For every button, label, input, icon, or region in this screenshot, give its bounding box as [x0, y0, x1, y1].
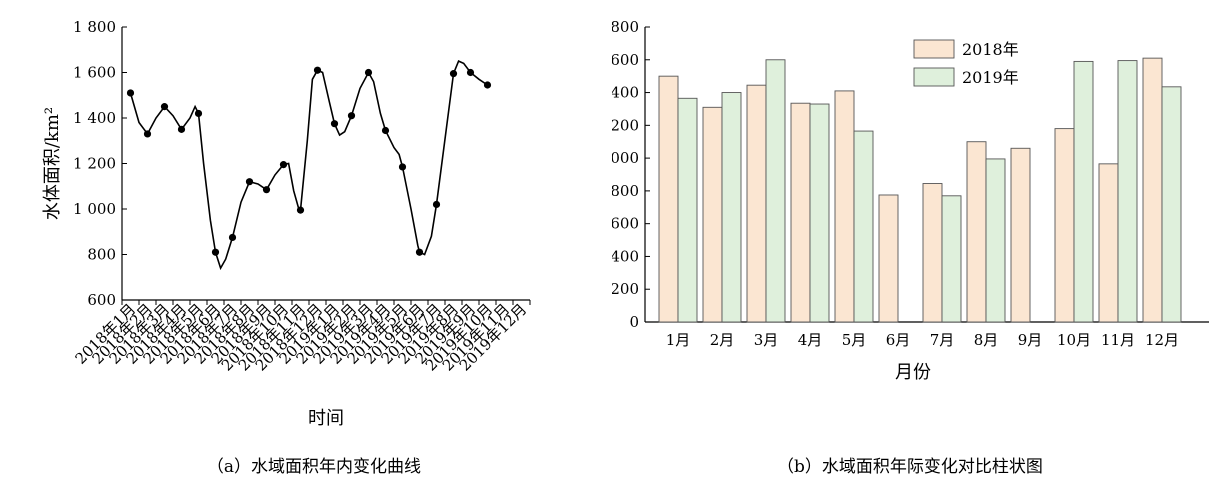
bar-2018	[966, 141, 987, 323]
y-tick-label: 1 400	[73, 109, 116, 127]
data-point	[313, 66, 322, 74]
x-tick-label: 6月	[886, 331, 911, 349]
y-tick-label: 1 600	[612, 51, 639, 69]
panel-caption: （b）水域面积年际变化对比柱状图	[777, 457, 1043, 477]
data-point	[330, 120, 339, 128]
bar-2018	[922, 183, 943, 323]
bar-2018	[1010, 147, 1031, 323]
y-tick-label: 1 800	[612, 18, 639, 36]
x-tick-label: 4月	[798, 331, 823, 349]
data-point	[483, 81, 492, 89]
bar-2019	[1073, 60, 1094, 323]
legend-swatch	[913, 67, 955, 87]
x-tick-label: 2月	[710, 331, 735, 349]
data-point	[211, 248, 220, 256]
y-tick-label: 600	[87, 291, 116, 309]
data-point	[415, 248, 424, 256]
x-axis-label: 时间	[308, 408, 344, 429]
bar-2019	[853, 130, 874, 323]
legend-label: 2018年	[962, 40, 1019, 59]
data-point	[449, 70, 458, 78]
bar-2018	[702, 106, 723, 323]
data-point	[126, 89, 135, 97]
x-tick-label: 3月	[754, 331, 779, 349]
data-point	[245, 178, 254, 186]
data-point	[432, 200, 441, 209]
data-point	[381, 126, 390, 135]
bar-2018	[1054, 128, 1075, 323]
bar-2019	[1117, 60, 1138, 323]
data-point	[347, 112, 356, 120]
bar-2018	[790, 102, 811, 323]
bar-2019	[985, 158, 1006, 323]
y-tick-label: 1 400	[612, 84, 639, 102]
x-tick-label: 9月	[1018, 331, 1043, 349]
x-axis-label: 月份	[895, 362, 931, 383]
bar-2019	[721, 92, 742, 323]
data-point	[177, 125, 186, 133]
y-tick-label: 1 800	[73, 18, 116, 36]
data-point	[279, 161, 288, 169]
y-tick-label: 1 200	[73, 155, 116, 173]
y-tick-label: 800	[612, 182, 639, 200]
bar-2019	[765, 59, 786, 323]
y-tick-label: 1 600	[73, 64, 116, 82]
bar-2019	[1161, 86, 1182, 323]
data-point	[364, 68, 373, 77]
legend-label: 2019年	[962, 68, 1019, 87]
data-point	[466, 68, 475, 77]
y-tick-label: 1 000	[612, 149, 639, 167]
series-line	[129, 60, 488, 271]
bar-2018	[878, 194, 899, 323]
y-tick-label: 0	[629, 313, 639, 331]
y-tick-label: 1 200	[612, 116, 639, 134]
y-tick-label: 200	[612, 280, 639, 298]
bar-2018	[746, 84, 767, 323]
x-tick-label: 7月	[930, 331, 955, 349]
x-tick-label: 5月	[842, 331, 867, 349]
data-point	[398, 163, 407, 171]
y-tick-label: 800	[87, 246, 116, 264]
data-point	[194, 109, 203, 118]
x-tick-label: 8月	[974, 331, 999, 349]
bar-2019	[677, 97, 698, 323]
panel-caption: （a）水域面积年内变化曲线	[207, 457, 421, 477]
x-tick-label: 12月	[1145, 331, 1179, 349]
bar-2018	[658, 75, 679, 323]
y-axis-label: 水体面积/km²	[42, 107, 63, 220]
data-point	[143, 130, 152, 138]
data-point	[296, 206, 305, 214]
x-tick-label: 10月	[1057, 331, 1091, 349]
bar-2018	[1142, 57, 1163, 323]
y-tick-label: 400	[612, 247, 639, 265]
data-point	[262, 186, 271, 194]
x-tick-label: 1月	[666, 331, 691, 349]
x-tick-label: 11月	[1101, 331, 1135, 349]
bar-2019	[809, 103, 830, 323]
y-tick-label: 600	[612, 215, 639, 233]
bar-2018	[1098, 163, 1119, 323]
y-tick-label: 1 000	[73, 200, 116, 218]
legend-swatch	[913, 39, 955, 59]
data-point	[228, 233, 237, 242]
bar-chart-panel: 0 200 400 600 800 1 000 1 200 1 400 1 600 1 800 1月…	[612, 18, 1209, 477]
bar-2018	[834, 90, 855, 323]
bar-2019	[941, 195, 962, 323]
data-point	[160, 103, 169, 111]
